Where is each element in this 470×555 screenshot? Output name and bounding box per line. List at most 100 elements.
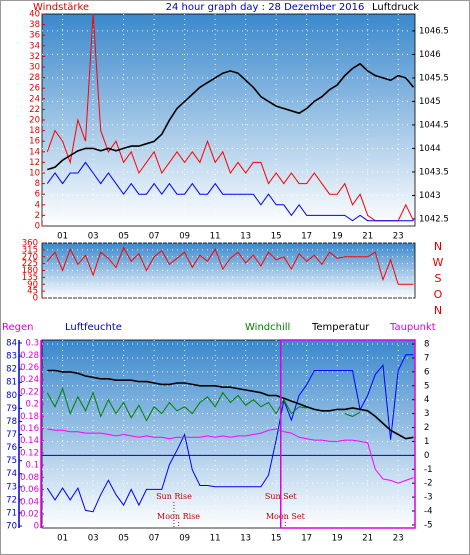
tick-label: 22: [29, 105, 40, 115]
series-line: [46, 354, 414, 513]
x-tick-label: 01: [57, 534, 68, 544]
tick-label: 14: [29, 147, 40, 157]
tick-label: 16: [29, 137, 40, 147]
tick-label: 0.08: [20, 473, 39, 483]
x-tick-label: 21: [362, 534, 373, 544]
x-tick-label: 13: [240, 534, 251, 544]
tick-label: 84: [6, 339, 17, 349]
tick-label: 8: [35, 179, 40, 189]
tick-label: 0.1: [25, 461, 39, 471]
tick-label: 8: [424, 340, 429, 350]
tick-label: 4: [35, 200, 40, 210]
tick-label: -3: [424, 493, 432, 503]
tick-label: 0.04: [20, 497, 39, 507]
direction-label: S: [435, 272, 442, 285]
tick-label: 72: [6, 495, 17, 505]
tick-label: 28: [29, 73, 40, 83]
tick-label: 1044: [419, 144, 441, 154]
tick-label: -2: [424, 479, 432, 489]
x-tick-label: 01: [57, 232, 68, 242]
tick-label: 80: [6, 391, 17, 401]
x-tick-label: 05: [118, 232, 129, 242]
tick-label: 32: [29, 52, 40, 62]
tick-label: 1043: [419, 191, 441, 201]
tick-label: 7: [424, 353, 429, 363]
tick-label: 0.28: [20, 351, 39, 361]
direction-label: O: [434, 288, 443, 301]
tick-label: 3: [424, 409, 429, 419]
direction-label: W: [433, 256, 444, 269]
tick-label: 0: [35, 222, 40, 232]
tick-label: 1: [424, 437, 429, 447]
x-tick-label: 07: [149, 232, 160, 242]
x-tick-label: 19: [332, 534, 343, 544]
series-line: [46, 246, 414, 285]
x-tick-label: 13: [240, 232, 251, 242]
chart-title: 24 hour graph day : 28 Dezember 2016: [166, 2, 365, 13]
tick-label: 0.16: [20, 424, 39, 434]
event-label: Moon Set: [266, 512, 306, 521]
tick-label: 0.14: [20, 436, 39, 446]
windchill-label: Windchill: [245, 322, 290, 333]
tick-label: 73: [6, 482, 17, 492]
tick-label: 1046: [419, 50, 441, 60]
tick-label: 76: [6, 443, 17, 453]
direction-label: N: [434, 240, 442, 253]
tick-label: 10: [29, 169, 40, 179]
tick-label: 315: [22, 245, 38, 255]
x-tick-label: 19: [332, 232, 343, 242]
x-tick-label: 17: [301, 534, 312, 544]
tick-label: 90: [27, 280, 38, 290]
temperature-label: Temperatur: [311, 322, 370, 333]
x-tick-label: 23: [393, 534, 404, 544]
tick-label: 0: [424, 451, 429, 461]
tick-label: 77: [6, 430, 17, 440]
tick-label: 1046.5: [419, 26, 449, 36]
tick-label: 38: [29, 20, 40, 30]
tick-label: -4: [424, 507, 432, 517]
tick-label: 1045.5: [419, 73, 449, 83]
tick-label: 6: [424, 367, 429, 377]
x-tick-label: 07: [149, 534, 160, 544]
series-line: [46, 13, 414, 222]
series-line: [47, 62, 415, 171]
tick-label: 74: [6, 469, 17, 479]
tick-label: 0.18: [20, 412, 39, 422]
tick-label: 34: [29, 41, 40, 51]
x-tick-label: 23: [393, 232, 404, 242]
tick-label: -5: [424, 520, 432, 530]
tick-label: 6: [35, 190, 40, 200]
tick-label: 2: [424, 423, 429, 433]
tick-label: 5: [424, 381, 429, 391]
tick-label: 1045: [419, 97, 441, 107]
wind-label: Windstärke: [33, 2, 89, 13]
tick-label: 360: [22, 239, 38, 249]
tick-label: 0.06: [20, 485, 39, 495]
tick-label: 0.3: [25, 339, 39, 349]
tick-label: 82: [6, 365, 17, 375]
tick-label: 79: [6, 404, 17, 414]
dewpoint-label: Taupunkt: [389, 322, 436, 333]
x-tick-label: 09: [179, 534, 190, 544]
tick-label: 75: [6, 456, 17, 466]
tick-label: 180: [22, 266, 38, 276]
tick-label: 71: [6, 508, 17, 518]
tick-label: 81: [6, 378, 17, 388]
tick-label: 0: [34, 522, 39, 532]
x-tick-label: 11: [210, 232, 221, 242]
tick-label: 1044.5: [419, 120, 449, 130]
tick-label: 0.24: [20, 375, 39, 385]
tick-label: 1043.5: [419, 167, 449, 177]
series-line: [47, 428, 414, 484]
tick-label: -1: [424, 465, 432, 475]
x-tick-label: 15: [271, 232, 282, 242]
tick-label: 270: [22, 252, 38, 262]
tick-label: 20: [29, 116, 40, 126]
tick-label: 4: [424, 395, 429, 405]
rain-label: Regen: [2, 322, 34, 333]
series-line: [46, 387, 361, 422]
direction-label: N: [434, 304, 442, 317]
tick-label: 24: [29, 94, 40, 104]
x-tick-label: 03: [88, 534, 99, 544]
